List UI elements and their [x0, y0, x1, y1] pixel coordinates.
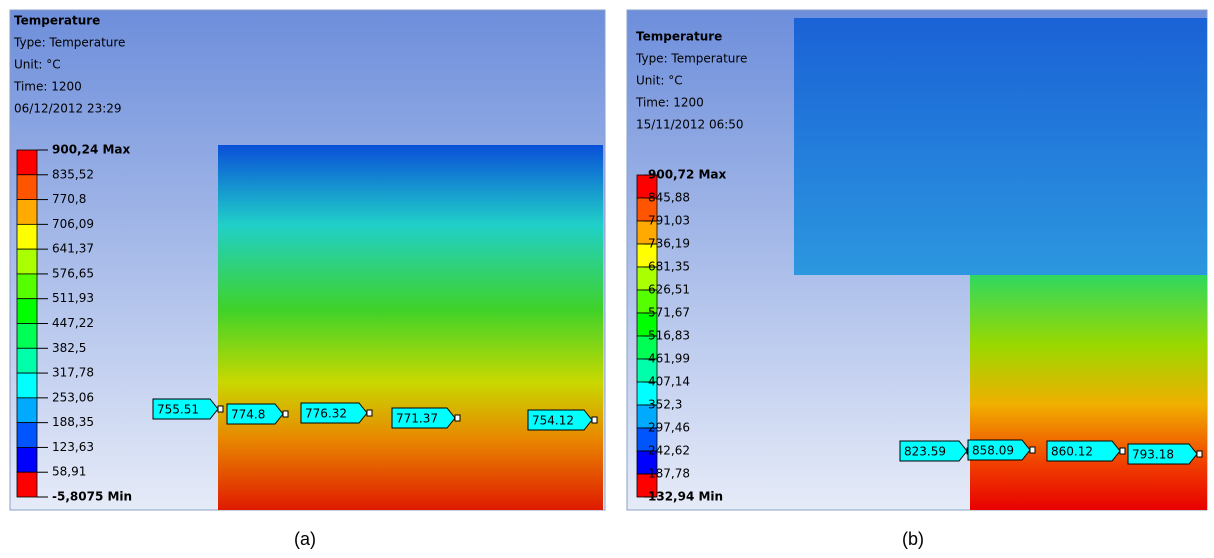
probe-label: 823.59	[904, 445, 946, 459]
probe-pin	[1197, 451, 1202, 457]
header-line: Temperature	[636, 30, 722, 44]
legend-label: 736,19	[648, 237, 690, 251]
model-body	[794, 18, 1207, 275]
probe-pin	[592, 417, 597, 423]
legend-label: 571,67	[648, 306, 690, 320]
header-line: Time: 1200	[13, 80, 82, 94]
probe-pin	[1120, 448, 1125, 454]
legend-label: 253,06	[52, 390, 94, 404]
legend-band	[17, 398, 37, 423]
legend-band	[17, 299, 37, 324]
legend-label: 461,99	[648, 352, 690, 366]
legend-band	[17, 447, 37, 472]
legend-label: 352,3	[648, 398, 682, 412]
legend-label: 516,83	[648, 329, 690, 343]
figure: Temperature Type: Temperature Unit: °C Time…	[0, 0, 1214, 558]
legend-label: 317,78	[52, 366, 94, 380]
legend-label: 382,5	[52, 341, 86, 355]
probe-pin	[367, 410, 372, 416]
legend-band	[17, 224, 37, 249]
header-line: Unit: °C	[14, 58, 61, 72]
legend-band	[17, 150, 37, 175]
legend-label: 187,78	[648, 467, 690, 481]
legend-band	[17, 200, 37, 225]
probe-label: 771.37	[396, 412, 438, 426]
probe-pin	[218, 406, 223, 412]
probe-label: 776.32	[305, 407, 347, 421]
legend-label: 132,94 Min	[648, 490, 723, 504]
model-body	[218, 145, 603, 510]
legend-band	[17, 423, 37, 448]
probe-label: 858.09	[972, 444, 1014, 458]
legend-band	[17, 472, 37, 497]
legend-label: 791,03	[648, 214, 690, 228]
header-line: Type: Temperature	[13, 36, 125, 50]
legend-band	[17, 175, 37, 200]
legend-label: 511,93	[52, 291, 94, 305]
legend-label: 835,52	[52, 167, 94, 181]
legend-label: -5,8075 Min	[52, 490, 132, 504]
header-line: Time: 1200	[635, 96, 704, 110]
probe-pin	[455, 415, 460, 421]
legend-band	[17, 274, 37, 299]
header-line: Temperature	[14, 14, 100, 28]
legend-label: 626,51	[648, 283, 690, 297]
legend-label: 58,91	[52, 465, 86, 479]
model-body	[970, 275, 1207, 510]
legend-label: 242,62	[648, 444, 690, 458]
caption: (b)	[902, 529, 924, 549]
legend-label: 576,65	[52, 266, 94, 280]
header-line: 15/11/2012 06:50	[636, 118, 744, 132]
caption: (a)	[294, 529, 316, 549]
probe-pin	[283, 411, 288, 417]
header-line: 06/12/2012 23:29	[14, 102, 122, 116]
legend-label: 641,37	[52, 242, 94, 256]
header-line: Unit: °C	[636, 74, 683, 88]
legend-band	[17, 324, 37, 349]
legend-label: 900,72 Max	[648, 168, 727, 182]
probe-label: 755.51	[157, 403, 199, 417]
legend-band	[17, 249, 37, 274]
legend-band	[17, 348, 37, 373]
legend-label: 845,88	[648, 191, 690, 205]
probe-label: 774.8	[231, 408, 265, 422]
legend-label: 900,24 Max	[52, 143, 131, 157]
legend-label: 123,63	[52, 440, 94, 454]
legend-label: 407,14	[648, 375, 690, 389]
legend-band	[17, 373, 37, 398]
probe-label: 793.18	[1132, 448, 1174, 462]
header-line: Type: Temperature	[635, 52, 747, 66]
legend-label: 447,22	[52, 316, 94, 330]
legend-label: 188,35	[52, 415, 94, 429]
legend-label: 681,35	[648, 260, 690, 274]
legend-label: 706,09	[52, 217, 94, 231]
probe-label: 860.12	[1051, 445, 1093, 459]
legend-label: 297,46	[648, 421, 690, 435]
probe-pin	[1030, 447, 1035, 453]
probe-label: 754.12	[532, 414, 574, 428]
legend-label: 770,8	[52, 192, 86, 206]
